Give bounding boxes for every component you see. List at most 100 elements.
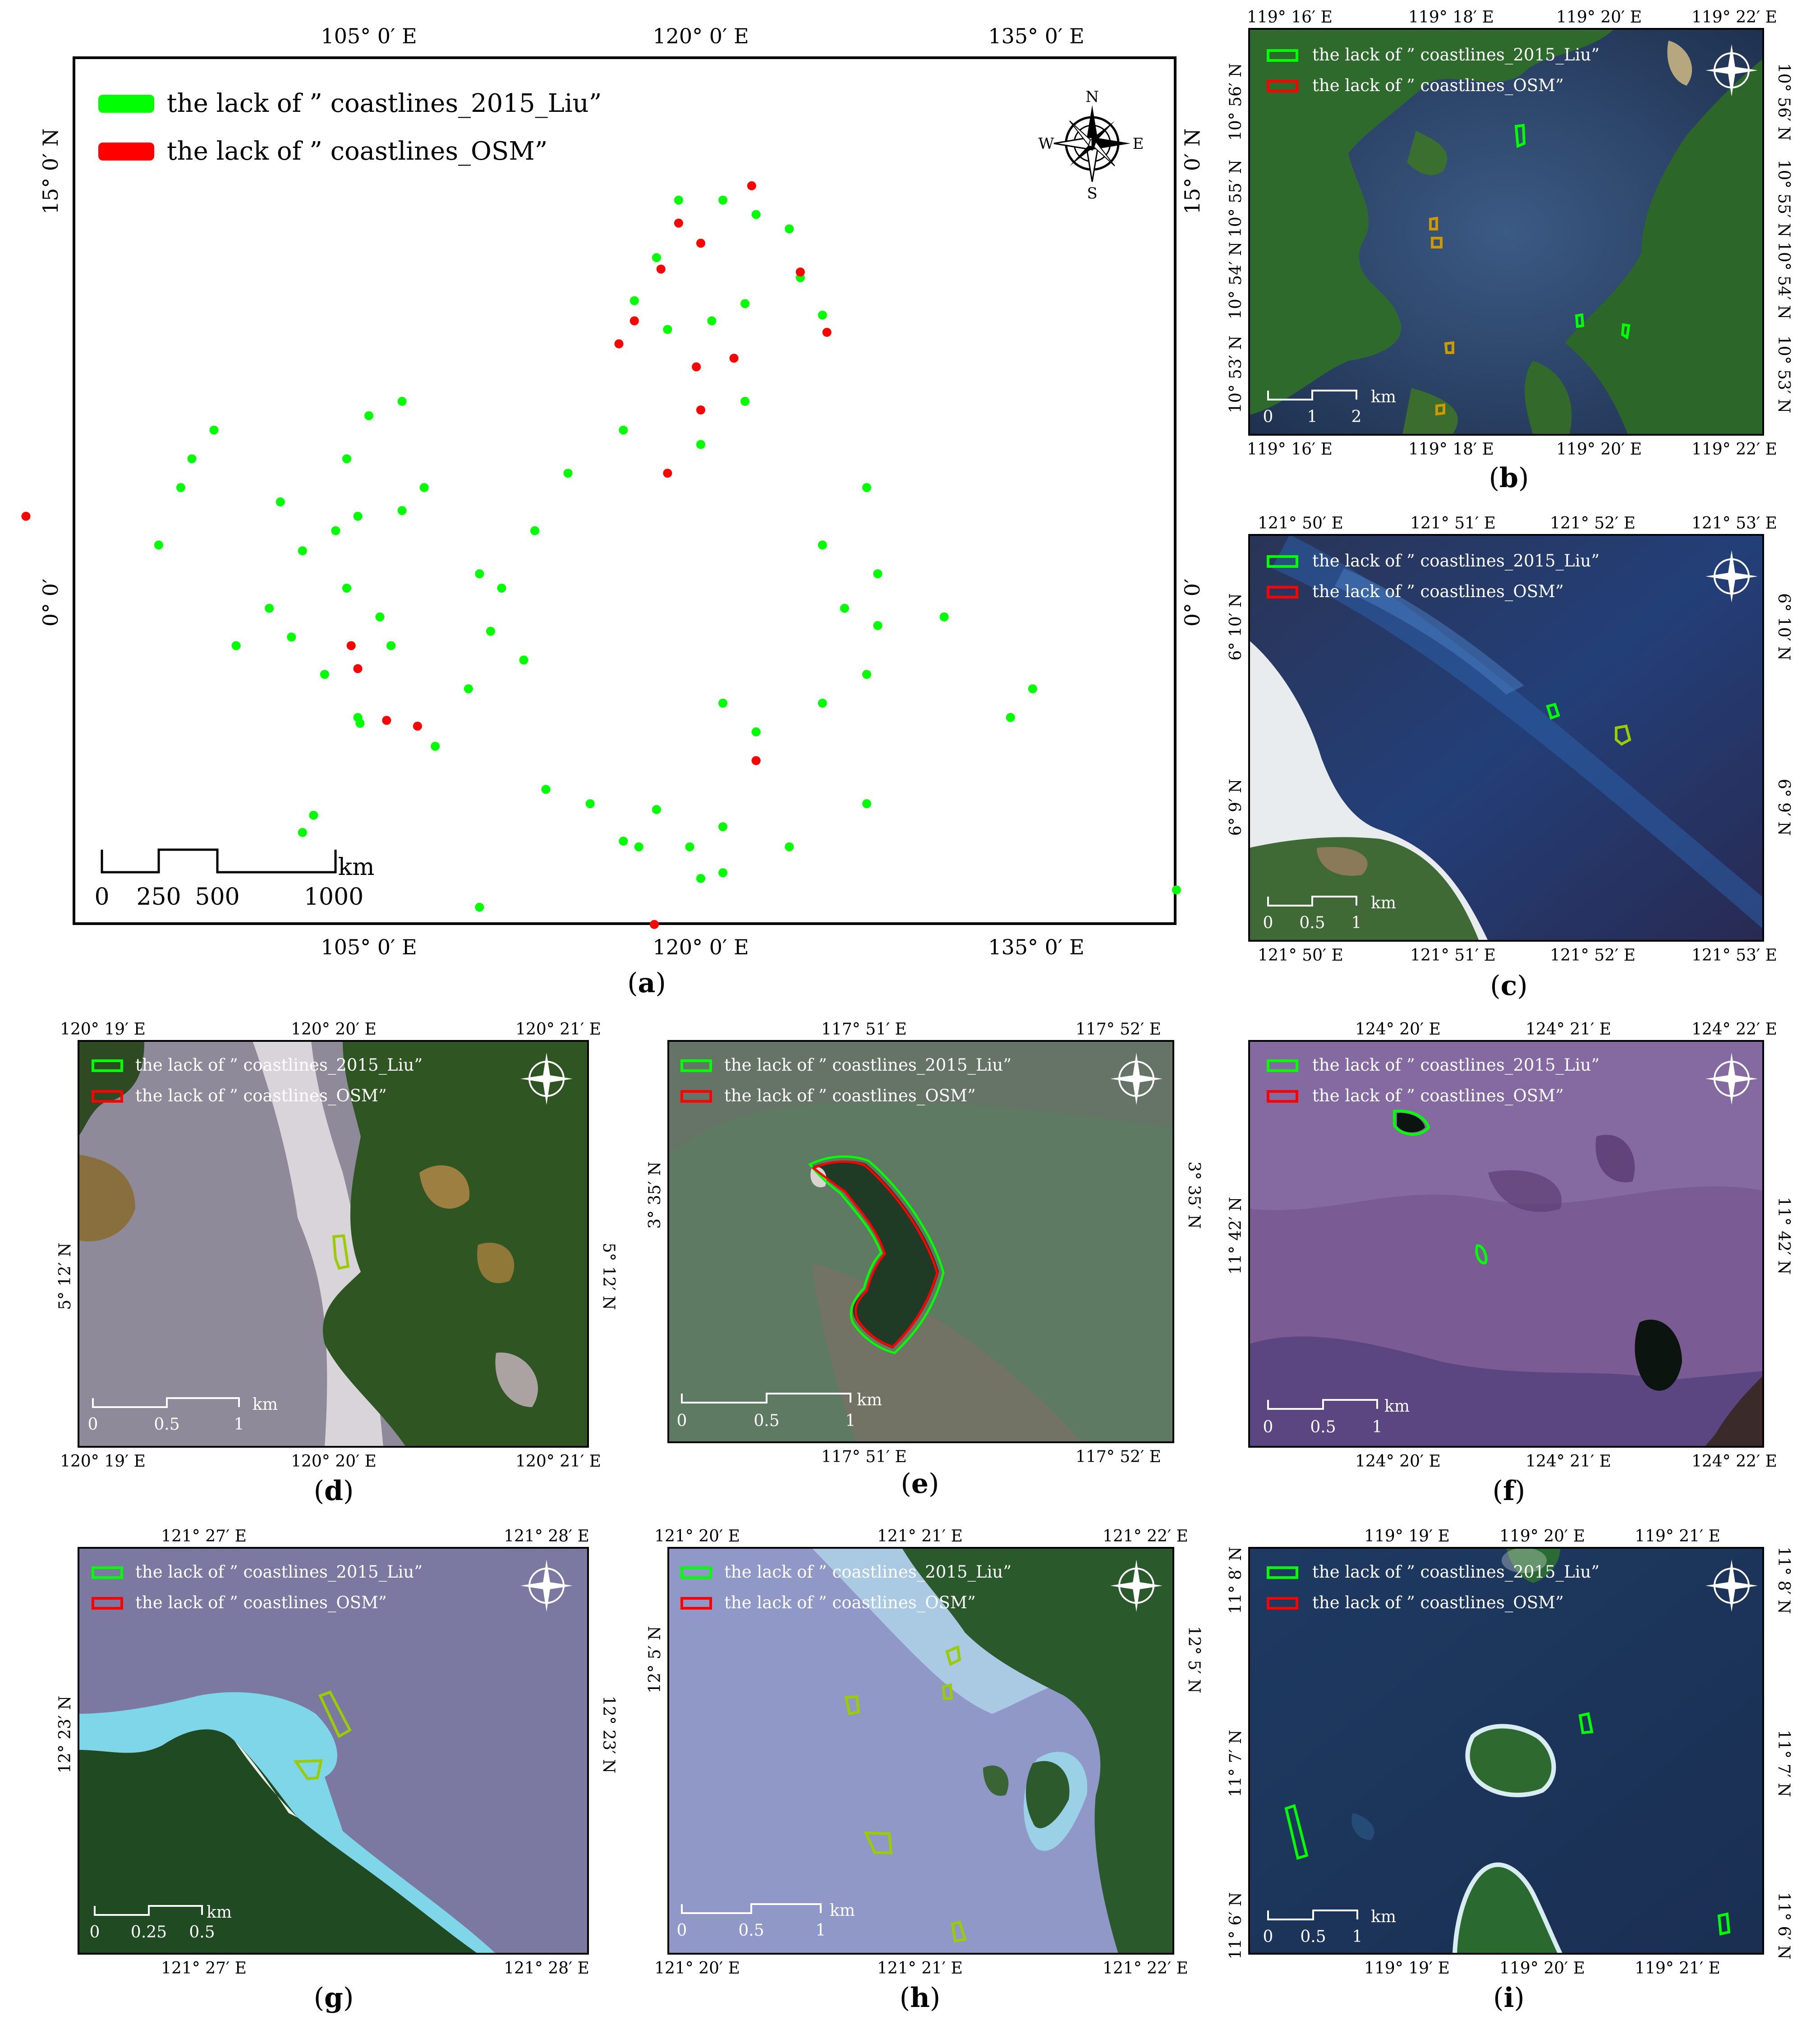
coord-label: 119° 21′ E — [1635, 1527, 1720, 1546]
point-liu — [154, 540, 163, 550]
coord-label: 121° 27′ E — [161, 1527, 247, 1546]
legend-label-liu: the lack of ” coastlines_2015_Liu” — [1312, 551, 1599, 571]
mapped-gap-polygons — [844, 1645, 967, 1943]
scale-bar: 0 0.5 1 km — [1263, 1908, 1396, 1946]
panel-b: the lack of ” coastlines_2015_Liu” the l… — [1227, 8, 1793, 494]
coord-label: 10° 53′ N — [1227, 336, 1245, 413]
land — [1705, 1376, 1763, 1447]
point-osm — [21, 511, 31, 521]
gap-polygon-osm — [811, 1160, 938, 1348]
coord-label: 119° 22′ E — [1691, 8, 1777, 27]
legend-swatch-liu — [680, 1059, 712, 1072]
legend-label-osm: the lack of ” coastlines_OSM” — [1312, 76, 1564, 96]
scale-tick: 250 — [136, 884, 181, 911]
gap-polygon-liu — [1615, 724, 1632, 746]
point-liu — [287, 632, 296, 642]
land — [78, 1041, 144, 1137]
panel-i: the lack of ” coastlines_2015_Liu” the l… — [1227, 1527, 1793, 2014]
coord-label: 124° 20′ E — [1355, 1452, 1441, 1471]
lon-label-bottom: 120° 0′ E — [653, 935, 749, 959]
scale-tick: 0 — [1263, 408, 1273, 426]
land — [1249, 29, 1614, 415]
legend-label-osm: the lack of ” coastlines_OSM” — [1312, 1086, 1564, 1106]
legend-label-osm: the lack of ” coastlines_OSM” — [1312, 1593, 1564, 1613]
point-liu — [619, 425, 628, 435]
point-osm — [751, 756, 761, 765]
scale-unit: km — [1384, 1397, 1410, 1416]
land — [78, 1729, 478, 1954]
scale-tick: 0 — [1263, 1928, 1273, 1946]
panel-caption-b: (b) — [1489, 462, 1529, 494]
point-liu — [386, 641, 396, 650]
mapped-gap-polygons — [1429, 124, 1631, 416]
point-liu — [475, 569, 484, 579]
point-liu — [265, 603, 274, 613]
point-liu — [619, 837, 628, 846]
gap-polygon-liu — [1393, 1109, 1430, 1136]
land — [902, 1548, 1173, 1954]
land — [1455, 1864, 1560, 1954]
point-liu — [563, 469, 573, 478]
gap-polygon-liu — [864, 1831, 893, 1854]
legend-label-osm: the lack of ” coastlines_OSM” — [1312, 582, 1564, 602]
panel-legend: the lack of ” coastlines_2015_Liu” the l… — [680, 1055, 1011, 1106]
lat-label-right: 15° 0′ N — [1180, 129, 1204, 215]
legend-swatch-liu — [1267, 1059, 1298, 1072]
legend-label-osm: the lack of ” coastlines_OSM” — [167, 137, 547, 166]
point-liu — [419, 483, 429, 492]
coord-label: 6° 9′ N — [1227, 779, 1245, 836]
coord-label: 12° 23′ N — [599, 1696, 618, 1773]
point-liu — [375, 612, 385, 621]
scale-unit: km — [1371, 894, 1396, 912]
panel-caption-a: (a) — [627, 967, 666, 999]
scale-tick: 0.5 — [189, 1923, 215, 1942]
coord-label: 121° 21′ E — [877, 1527, 963, 1546]
panel-c: the lack of ” coastlines_2015_Liu” the l… — [1227, 514, 1793, 1002]
scale-unit: km — [1371, 388, 1396, 406]
point-osm — [650, 920, 659, 929]
mapped-gap-polygons — [1546, 703, 1632, 746]
scale-bar: 0 0.5 1 km — [677, 1901, 855, 1940]
point-osm — [346, 641, 356, 650]
panel-caption-f: (f) — [1493, 1475, 1526, 1507]
point-osm — [663, 469, 672, 478]
point-liu — [652, 253, 661, 262]
coord-label: 10° 54′ N — [1774, 242, 1793, 319]
scale-tick: 0.25 — [131, 1923, 167, 1942]
point-liu — [475, 902, 484, 912]
legend-label-osm: the lack of ” coastlines_OSM” — [724, 1086, 976, 1106]
coord-label: 10° 56′ N — [1227, 63, 1245, 141]
compass-e: E — [1133, 135, 1144, 153]
scale-bar: 0 0.5 1 km — [677, 1391, 882, 1430]
scale-tick: 0 — [94, 884, 109, 911]
scale-bar: 0 0.5 1 km — [1263, 894, 1396, 932]
point-osm — [747, 181, 756, 190]
panel-f: the lack of ” coastlines_2015_Liu” the l… — [1227, 1020, 1793, 1507]
land — [1525, 361, 1572, 435]
panel-d: the lack of ” coastlines_2015_Liu” the l… — [56, 1020, 618, 1507]
gap-polygon-osm — [1431, 237, 1443, 248]
point-liu — [652, 805, 661, 814]
land — [1402, 388, 1458, 435]
coord-label: 10° 55′ N — [1227, 160, 1245, 237]
compass-w: W — [1039, 135, 1054, 153]
land — [1506, 1548, 1560, 1583]
point-osm — [822, 327, 832, 337]
scale-tick: 0 — [677, 1412, 687, 1430]
scale-bar: 0 0.5 1 km — [1263, 1397, 1410, 1436]
coord-label: 119° 22′ E — [1691, 440, 1777, 459]
point-osm — [656, 264, 666, 274]
point-liu — [630, 296, 639, 305]
legend-swatch-liu — [1267, 1566, 1298, 1579]
panel-caption-c: (c) — [1490, 970, 1527, 1002]
land — [983, 1765, 1009, 1796]
coord-label: 119° 19′ E — [1364, 1959, 1450, 1978]
coord-label: 121° 20′ E — [654, 1959, 740, 1978]
scale-tick: 1 — [1351, 914, 1362, 932]
scale-unit: km — [207, 1903, 232, 1922]
panel-legend: the lack of ” coastlines_2015_Liu” the l… — [1267, 1562, 1599, 1613]
point-liu — [862, 799, 871, 809]
gap-polygon-osm — [1435, 403, 1445, 416]
point-liu — [530, 526, 539, 535]
